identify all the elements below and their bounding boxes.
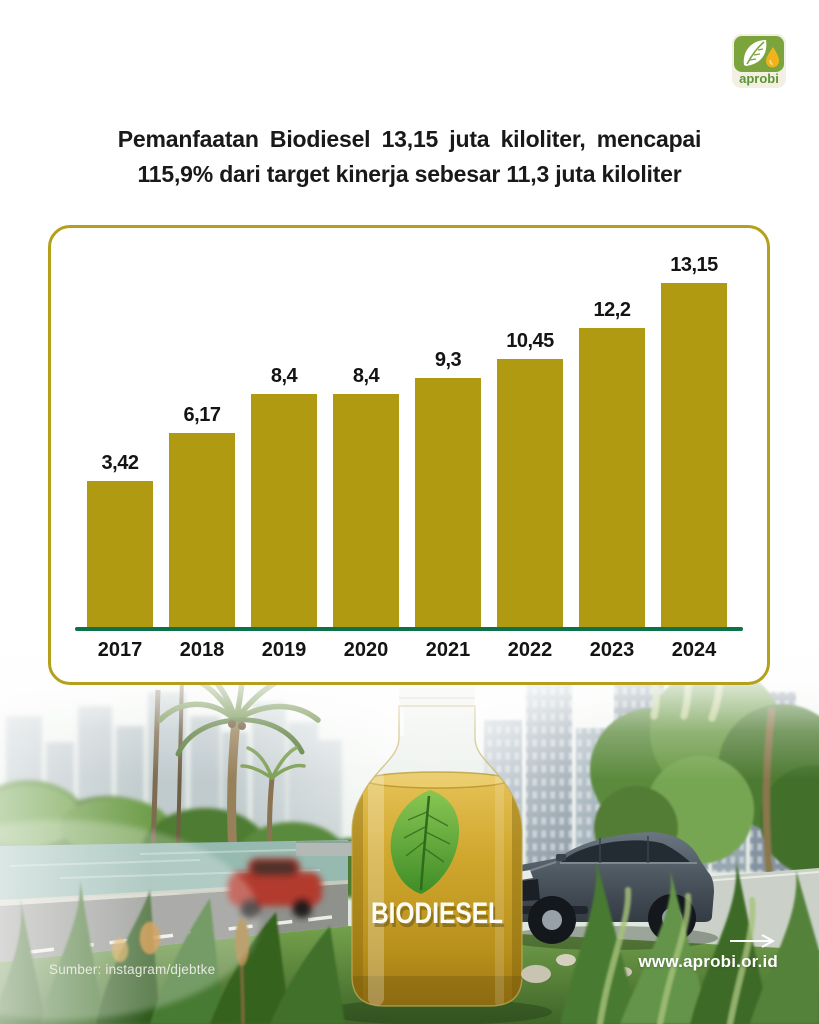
x-axis-label: 2020 [343, 639, 389, 661]
bar [333, 394, 399, 627]
x-axis-label: 2024 [671, 639, 717, 661]
source-credit: Sumber: instagram/djebtke [49, 962, 216, 977]
x-axis-label: 2022 [507, 639, 553, 661]
bar-value-label: 3,42 [101, 452, 139, 474]
bridge [296, 842, 354, 856]
x-axis-label: 2017 [97, 639, 143, 661]
x-axis-label: 2023 [589, 639, 635, 661]
bar [497, 359, 563, 627]
page-title: Pemanfaatan Biodiesel 13,15 juta kilolit… [55, 122, 764, 192]
bar-column: 8,4 [251, 365, 317, 627]
bar-column: 6,17 [169, 404, 235, 627]
aprobi-logo: aprobi [732, 34, 786, 90]
bar [661, 283, 727, 627]
website-url: www.aprobi.or.id [638, 952, 778, 971]
biodiesel-bottle: BIODIESEL BIODIESEL [322, 676, 552, 1024]
x-axis-line [75, 627, 743, 631]
bar-value-label: 10,45 [506, 330, 554, 352]
bar [415, 378, 481, 627]
bar-value-label: 12,2 [593, 299, 631, 321]
website-link: www.aprobi.or.id [638, 933, 778, 972]
bottle-label-shadow: BIODIESEL [373, 901, 505, 934]
years-row: 2017 2018 2019 2020 2021 2022 2023 2024 [87, 639, 727, 662]
x-axis-label: 2021 [425, 639, 471, 661]
leaf-graphic [390, 790, 460, 894]
bar-value-label: 13,15 [670, 254, 718, 276]
bar-value-label: 8,4 [352, 365, 380, 387]
bar-value-label: 6,17 [183, 404, 221, 426]
logo-text: aprobi [739, 71, 779, 86]
bar [169, 433, 235, 627]
bar-value-label: 9,3 [434, 349, 462, 371]
haze [0, 820, 260, 1020]
bar-column: 12,2 [579, 299, 645, 627]
title-line-2: 115,9% dari target kinerja sebesar 11,3 … [137, 161, 682, 187]
bar-value-label: 8,4 [270, 365, 298, 387]
bar-column: 3,42 [87, 452, 153, 627]
bar [251, 394, 317, 627]
bar-column: 9,3 [415, 349, 481, 627]
chart-card: 3,42 6,17 8,4 8,4 9,3 10,45 12,2 13,15 2017 2018… [48, 225, 770, 685]
leaf-icon [743, 40, 767, 66]
bar [87, 481, 153, 627]
bar [579, 328, 645, 627]
title-line-1: Pemanfaatan Biodiesel 13,15 juta kilolit… [117, 126, 702, 152]
x-axis-label: 2018 [179, 639, 225, 661]
bar-column: 10,45 [497, 330, 563, 627]
bar-column: 8,4 [333, 365, 399, 627]
bar-column: 13,15 [661, 254, 727, 627]
oil-droplet-icon [766, 47, 779, 68]
bottle-label: BIODIESEL [371, 897, 503, 930]
bars-row: 3,42 6,17 8,4 8,4 9,3 10,45 12,2 13,15 [87, 249, 727, 627]
arrow-right-icon [730, 934, 776, 948]
x-axis-label: 2019 [261, 639, 307, 661]
